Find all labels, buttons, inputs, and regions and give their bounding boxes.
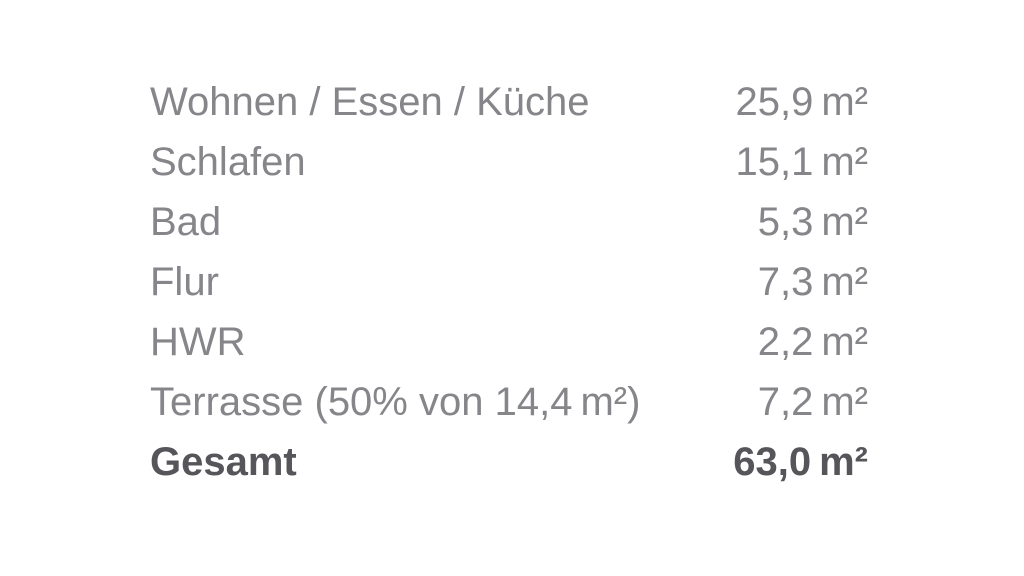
area-row-schlafen: Schlafen 15,1 m² [150, 132, 868, 192]
room-area-value: 7,2 m² [757, 380, 868, 424]
room-area-value: 7,3 m² [757, 260, 868, 304]
room-area-value: 5,3 m² [757, 200, 868, 244]
area-row-wohnen-essen-kueche: Wohnen / Essen / Küche 25,9 m² [150, 72, 868, 132]
area-row-terrasse: Terrasse (50% von 14,4 m²) 7,2 m² [150, 372, 868, 432]
room-label: Wohnen / Essen / Küche [150, 80, 590, 124]
room-label: Schlafen [150, 140, 306, 184]
room-label: Bad [150, 200, 222, 244]
room-area-value: 15,1 m² [735, 140, 869, 184]
total-label: Gesamt [150, 440, 297, 484]
room-label: Terrasse (50% von 14,4 m²) [150, 380, 641, 424]
room-area-value: 2,2 m² [757, 320, 868, 364]
area-row-flur: Flur 7,3 m² [150, 252, 868, 312]
total-area-value: 63,0 m² [733, 440, 868, 484]
area-row-hwr: HWR 2,2 m² [150, 312, 868, 372]
room-label: Flur [150, 260, 219, 304]
room-area-value: 25,9 m² [735, 80, 869, 124]
room-area-table: Wohnen / Essen / Küche 25,9 m² Schlafen … [150, 72, 868, 492]
area-row-bad: Bad 5,3 m² [150, 192, 868, 252]
room-label: HWR [150, 320, 246, 364]
area-row-total: Gesamt 63,0 m² [150, 432, 868, 492]
